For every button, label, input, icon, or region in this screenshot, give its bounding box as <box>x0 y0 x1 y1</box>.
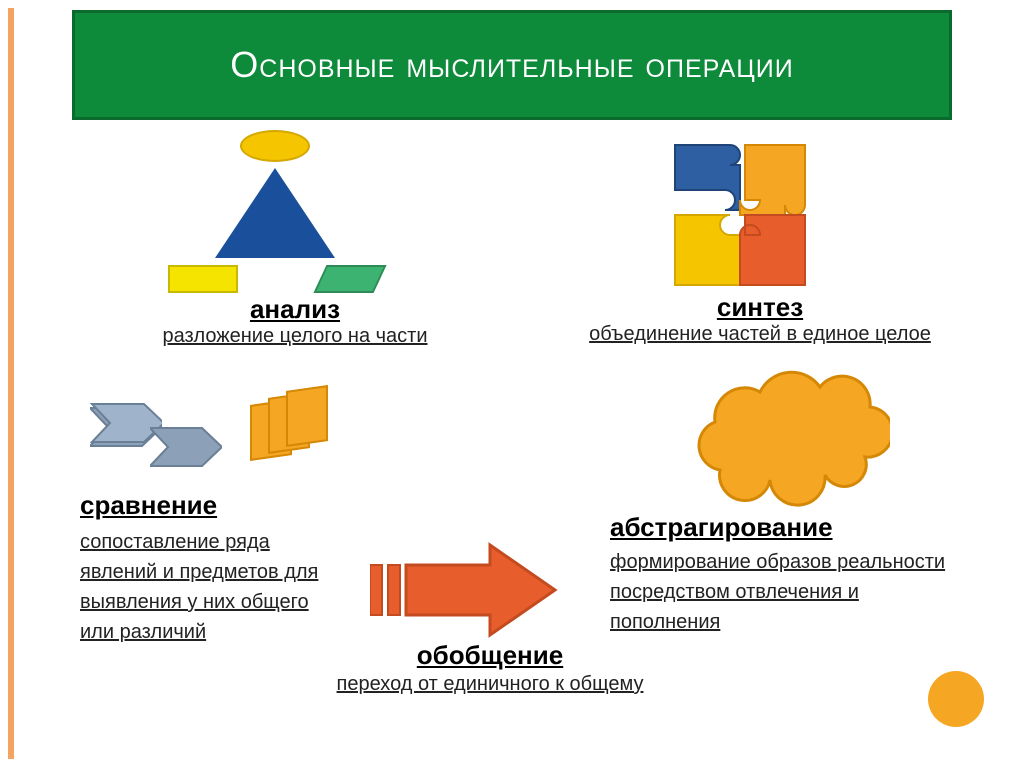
analysis-oval-icon <box>240 130 310 162</box>
comparison-banner2-icon <box>150 420 222 474</box>
analysis-triangle-icon <box>215 168 335 258</box>
analysis-subtitle: разложение целого на части <box>163 325 428 347</box>
abstraction-section: абстрагирование формирование образов реа… <box>610 370 990 637</box>
abstraction-title: абстрагирование <box>610 512 833 543</box>
header-box: Основные мыслительные операции <box>72 10 952 120</box>
analysis-rect-icon <box>168 265 238 293</box>
corner-dot-icon <box>928 671 984 727</box>
abstraction-subtitle: формирование образов реальности посредст… <box>610 551 945 633</box>
synthesis-subtitle: объединение частей в единое целое <box>589 323 931 345</box>
generalization-subtitle: переход от единичного к общему <box>337 673 644 695</box>
synthesis-section: синтез объединение частей в единое целое <box>560 130 960 346</box>
arrow-icon <box>370 540 560 640</box>
left-border-stripe <box>8 8 14 759</box>
analysis-diamond-icon <box>313 265 386 293</box>
puzzle-icon <box>670 140 830 290</box>
comparison-title: сравнение <box>80 490 217 521</box>
generalization-title: обобщение <box>417 640 563 671</box>
generalization-section: обобщение переход от единичного к общему <box>330 540 650 696</box>
header-title: Основные мыслительные операции <box>230 43 793 86</box>
synthesis-title: синтез <box>717 292 803 323</box>
cloud-icon <box>680 370 890 510</box>
comparison-subtitle: сопоставление ряда явлений и предметов д… <box>80 531 318 643</box>
comparison-papers-icon <box>250 388 340 468</box>
analysis-section: анализ разложение целого на части <box>130 130 460 348</box>
